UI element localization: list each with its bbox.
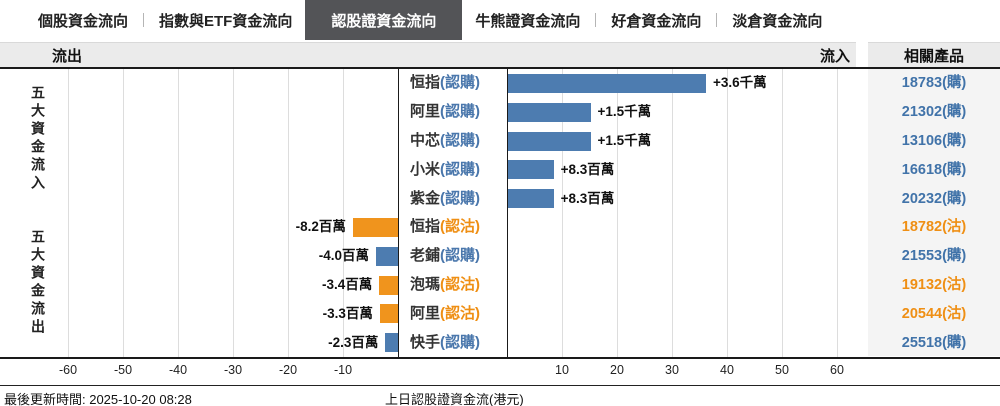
warrant-type-label: (認購) — [440, 247, 481, 265]
last-update-timestamp: 最後更新時間: 2025-10-20 08:28 — [4, 392, 192, 406]
chart-top-border — [0, 67, 1000, 69]
flow-bar — [508, 73, 706, 93]
flow-bar — [508, 160, 554, 180]
row-label: 老鋪(認購) — [410, 246, 480, 266]
tab-stock-money-flow[interactable]: 個股資金流向 — [38, 12, 129, 30]
flow-value-label: -3.3百萬 — [322, 305, 373, 321]
row-label: 阿里(認購) — [410, 102, 480, 122]
row-label: 紫金(認購) — [410, 189, 480, 209]
warrant-type-label: (認沽) — [440, 304, 481, 322]
stock-name: 中芯 — [410, 132, 441, 149]
stock-name: 老鋪 — [410, 247, 441, 265]
related-products-column: 18783(購) 21302(購) 13106(購) 16618(購) 2023… — [868, 69, 1000, 356]
outflow-header-label: 流出 — [52, 47, 83, 65]
related-product-link[interactable]: 19132(沽) — [901, 277, 967, 293]
related-product-link[interactable]: 20544(沽) — [901, 305, 967, 322]
chart-header-band: 流出 流入 — [0, 42, 856, 67]
zero-axis-left — [398, 69, 399, 357]
row-label: 中芯(認購) — [410, 131, 480, 151]
row-label: 小米(認購) — [410, 160, 480, 180]
gridline — [727, 69, 728, 357]
related-products-header: 相關產品 — [868, 42, 1000, 67]
related-product-link[interactable]: 20232(購) — [901, 190, 967, 207]
row-label: 泡瑪(認沽) — [410, 275, 480, 295]
flow-bar — [376, 246, 398, 266]
row-label: 恒指(認購) — [410, 73, 480, 93]
gridline — [233, 69, 234, 357]
zero-axis-right — [507, 69, 508, 357]
flow-value-label: +8.3百萬 — [560, 190, 615, 206]
warrant-type-label: (認購) — [440, 132, 481, 149]
flow-bar — [379, 275, 398, 295]
gridline — [617, 69, 618, 357]
stock-name: 恒指 — [410, 218, 441, 236]
warrant-type-label: (認沽) — [440, 276, 481, 293]
flow-value-label: -3.4百萬 — [322, 277, 373, 292]
flow-value-label: -8.2百萬 — [295, 219, 346, 235]
gridline — [178, 69, 179, 357]
chart-plot-area: 恒指(認購) 阿里(認購) 中芯(認購) 小米(認購) 紫金(認購) 恒指(認沽… — [0, 69, 856, 357]
flow-value-label: -4.0百萬 — [318, 248, 369, 264]
related-product-link[interactable]: 18783(購) — [901, 75, 967, 92]
flow-value-label: +3.6千萬 — [713, 75, 767, 91]
gridline — [837, 69, 838, 357]
gridline — [782, 69, 783, 357]
row-label: 快手(認購) — [410, 333, 480, 353]
tab-short-money-flow[interactable]: 淡倉資金流向 — [732, 12, 823, 30]
flow-value-label: -2.3百萬 — [328, 334, 379, 350]
chart-caption: 上日認股證資金流(港元) — [385, 392, 524, 406]
gridline — [123, 69, 124, 357]
flow-value-label: +1.5千萬 — [597, 133, 652, 148]
flow-bar — [352, 217, 398, 237]
row-label-column — [399, 69, 507, 357]
related-product-link[interactable]: 18782(沽) — [901, 219, 967, 236]
gridline — [68, 69, 69, 357]
stock-name: 阿里 — [410, 304, 441, 322]
stock-name: 小米 — [410, 160, 441, 178]
related-product-link[interactable]: 16618(購) — [901, 161, 967, 178]
flow-bar — [385, 333, 398, 353]
gridline — [288, 69, 289, 357]
tab-warrant-money-flow[interactable]: 認股證資金流向 — [305, 0, 463, 40]
warrant-type-label: (認沽) — [440, 218, 481, 236]
related-product-link[interactable]: 25518(購) — [901, 334, 967, 351]
tab-separator — [716, 13, 718, 27]
row-label: 恒指(認沽) — [410, 217, 480, 237]
related-product-link[interactable]: 21553(購) — [901, 248, 967, 265]
warrant-type-label: (認購) — [440, 160, 481, 178]
footer-divider — [0, 385, 1000, 386]
warrant-type-label: (認購) — [440, 74, 481, 92]
tab-cbbc-money-flow[interactable]: 牛熊證資金流向 — [475, 12, 581, 30]
gridline — [562, 69, 563, 357]
stock-name: 紫金 — [410, 189, 441, 207]
section-title-top-inflows: 五大資金流入 — [30, 85, 46, 193]
gridline — [672, 69, 673, 357]
flow-bar — [508, 131, 591, 151]
related-product-link[interactable]: 21302(購) — [901, 104, 967, 121]
warrant-type-label: (認購) — [440, 103, 481, 121]
tab-separator — [595, 13, 597, 27]
tab-bar: 個股資金流向 指數與ETF資金流向 認股證資金流向 牛熊證資金流向 好倉資金流向… — [0, 0, 1000, 40]
related-product-link[interactable]: 13106(購) — [901, 133, 967, 149]
warrant-type-label: (認購) — [440, 333, 481, 351]
flow-bar — [379, 304, 398, 324]
warrant-type-label: (認購) — [440, 189, 481, 207]
stock-name: 快手 — [410, 333, 441, 351]
tab-long-money-flow[interactable]: 好倉資金流向 — [611, 12, 702, 30]
flow-bar — [508, 102, 591, 122]
stock-name: 泡瑪 — [410, 276, 441, 293]
inflow-header-label: 流入 — [819, 47, 850, 65]
flow-value-label: +8.3百萬 — [560, 161, 615, 177]
section-title-top-outflows: 五大資金流出 — [30, 229, 46, 337]
flow-value-label: +1.5千萬 — [597, 104, 652, 120]
flow-bar — [508, 189, 554, 209]
tab-separator — [143, 13, 145, 27]
row-label: 阿里(認沽) — [410, 304, 480, 324]
gridline — [343, 69, 344, 357]
stock-name: 阿里 — [410, 103, 441, 121]
tab-index-etf-money-flow[interactable]: 指數與ETF資金流向 — [159, 12, 293, 30]
stock-name: 恒指 — [410, 74, 441, 92]
chart-bottom-border — [0, 357, 1000, 359]
